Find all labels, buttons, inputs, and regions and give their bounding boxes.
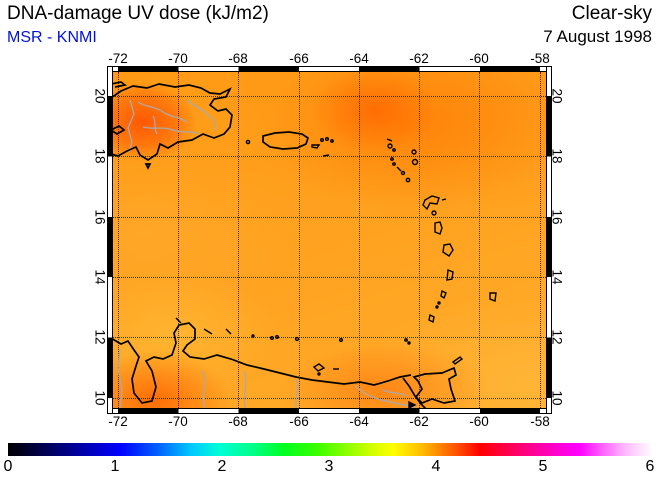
hispaniola-coastline <box>113 83 233 162</box>
beata-island <box>144 163 152 170</box>
lon-tick-label: -58 <box>530 51 550 66</box>
colorbar-gradient <box>8 443 650 456</box>
lat-tick-label: 18 <box>549 148 565 164</box>
gridline-lat <box>113 337 546 338</box>
gridline-lon <box>419 72 420 408</box>
coastlines <box>113 81 458 408</box>
figure-title: DNA-damage UV dose (kJ/m2) <box>7 3 269 24</box>
venezuela-coastline <box>113 322 412 404</box>
lat-tick-label: 20 <box>92 88 108 104</box>
lat-tick-label: 16 <box>549 209 565 225</box>
colorbar-tick-label: 4 <box>431 458 441 475</box>
gridline-lat <box>113 277 546 278</box>
orinoco-delta-coastline <box>402 377 427 408</box>
uv-dose-field <box>113 72 546 408</box>
map-frame-right <box>546 66 552 414</box>
lat-tick-label: 10 <box>549 390 565 406</box>
lon-tick-label: -64 <box>349 414 369 429</box>
gridline-lat <box>113 398 546 399</box>
puerto-rico-coastline <box>262 131 310 150</box>
lon-tick-label: -64 <box>349 51 369 66</box>
lon-tick-label: -58 <box>530 414 550 429</box>
lon-tick-label: -60 <box>469 51 489 66</box>
lat-tick-label: 12 <box>92 329 108 345</box>
colorbar-tick-label: 0 <box>3 458 13 475</box>
colorbar-tick-label: 2 <box>217 458 227 475</box>
lon-tick-label: -70 <box>168 51 188 66</box>
data-source-label: MSR - KNMI <box>7 29 97 46</box>
map-frame-left <box>107 66 113 414</box>
colorbar-tick-label: 3 <box>324 458 334 475</box>
trinidad-coastline <box>412 366 458 404</box>
gridline-lon <box>359 72 360 408</box>
lon-tick-label: -60 <box>469 414 489 429</box>
gridline-lon <box>238 72 239 408</box>
lat-tick-label: 14 <box>92 269 108 285</box>
colorbar-tick-label: 5 <box>538 458 548 475</box>
lon-tick-label: -72 <box>108 414 128 429</box>
tortue-island <box>113 81 128 88</box>
lat-tick-label: 20 <box>549 88 565 104</box>
lon-tick-label: -66 <box>289 414 309 429</box>
borders-rivers <box>117 99 418 408</box>
gridline-lon <box>479 72 480 408</box>
lon-tick-label: -72 <box>108 51 128 66</box>
date-label: 7 August 1998 <box>543 27 652 46</box>
lon-tick-label: -62 <box>409 51 429 66</box>
lon-tick-label: -66 <box>289 51 309 66</box>
lon-tick-label: -70 <box>168 414 188 429</box>
lat-tick-label: 14 <box>549 269 565 285</box>
lat-tick-label: 18 <box>92 148 108 164</box>
colorbar-tick-label: 1 <box>110 458 120 475</box>
gridline-lat <box>113 96 546 97</box>
gridline-lon <box>118 72 119 408</box>
coastlines-layer <box>113 81 497 408</box>
gonave-island <box>113 124 126 135</box>
lat-tick-label: 10 <box>92 390 108 406</box>
lesser-antilles-islands <box>175 136 497 408</box>
lon-tick-label: -68 <box>228 414 248 429</box>
gridline-lat <box>113 156 546 157</box>
lat-tick-label: 12 <box>549 329 565 345</box>
gridline-lon <box>299 72 300 408</box>
gridline-lon <box>540 72 541 408</box>
lat-tick-label: 16 <box>92 209 108 225</box>
lon-tick-label: -62 <box>409 414 429 429</box>
sky-condition-label: Clear-sky <box>571 3 652 24</box>
gridline-lon <box>178 72 179 408</box>
lon-tick-label: -68 <box>228 51 248 66</box>
colorbar-tick-label: 6 <box>645 458 655 475</box>
gridline-lat <box>113 217 546 218</box>
